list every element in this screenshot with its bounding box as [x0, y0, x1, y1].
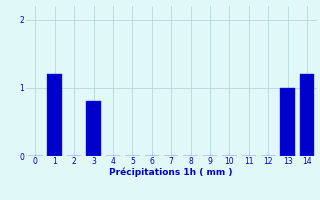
Bar — [86, 101, 101, 156]
X-axis label: Précipitations 1h ( mm ): Précipitations 1h ( mm ) — [109, 168, 233, 177]
Bar — [47, 74, 62, 156]
Bar — [280, 88, 295, 156]
Bar — [300, 74, 314, 156]
